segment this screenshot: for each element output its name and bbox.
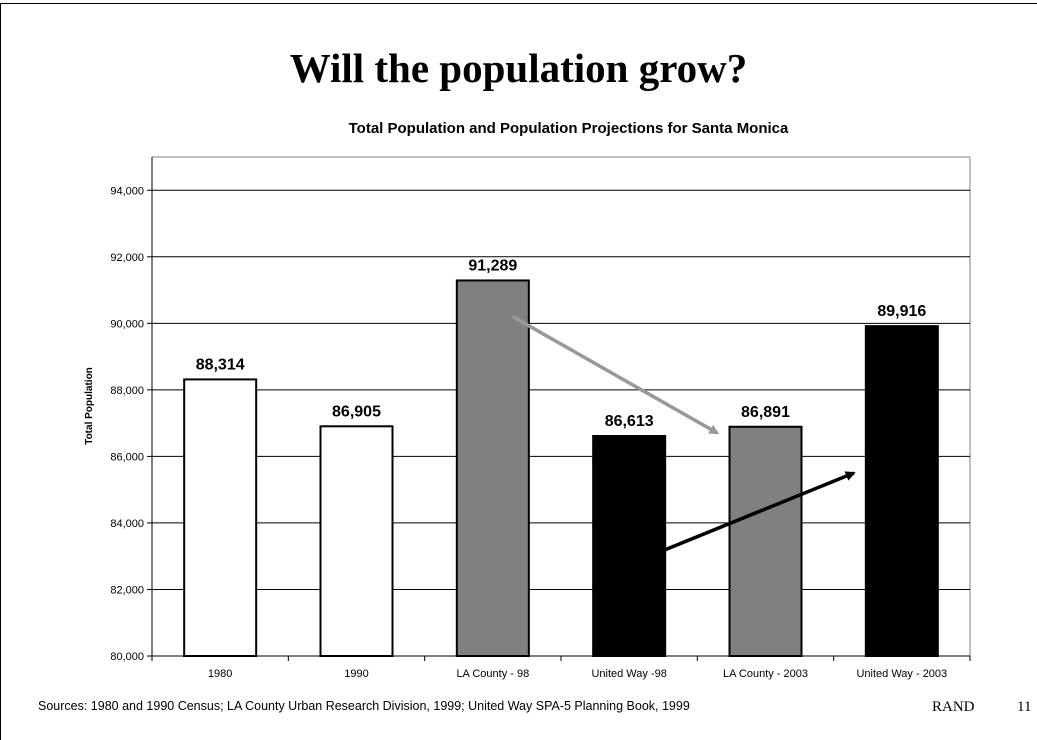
page-number: 11 <box>1017 699 1032 715</box>
bar-1 <box>319 425 394 657</box>
trend-arrow-0 <box>511 315 720 435</box>
bar-2 <box>455 279 530 657</box>
chart-title: Total Population and Population Projecti… <box>348 120 789 137</box>
x-tick-label: United Way -98 <box>591 668 666 680</box>
y-tick-label: 86,000 <box>110 451 144 463</box>
y-tick-label: 90,000 <box>110 318 144 330</box>
trend-arrow-1 <box>648 471 856 558</box>
bar-4 <box>728 425 803 657</box>
data-label: 86,891 <box>741 404 790 421</box>
data-label: 91,289 <box>468 257 517 274</box>
data-label: 89,916 <box>877 303 926 320</box>
slide-title: Will the population grow? <box>289 45 748 91</box>
data-label: 86,613 <box>605 413 654 430</box>
sources-note: Sources: 1980 and 1990 Census; LA County… <box>38 699 690 713</box>
x-tick-label: 1980 <box>208 668 232 680</box>
x-tick-label: LA County - 2003 <box>723 668 808 680</box>
bar-5 <box>864 325 939 657</box>
bar-3 <box>592 435 667 657</box>
y-tick-label: 92,000 <box>110 252 144 264</box>
slide-border-top <box>0 3 1037 4</box>
org-label: RAND <box>932 699 975 715</box>
data-label: 88,314 <box>196 356 245 373</box>
bar-0 <box>183 378 258 657</box>
y-tick-label: 94,000 <box>110 185 144 197</box>
data-label: 86,905 <box>332 403 381 420</box>
y-tick-label: 80,000 <box>110 651 144 663</box>
x-tick-label: United Way - 2003 <box>856 668 947 680</box>
slide-border-left <box>0 3 1 740</box>
y-axis-label: Total Population <box>84 367 95 445</box>
x-tick-label: 1990 <box>344 668 368 680</box>
y-tick-label: 82,000 <box>110 584 144 596</box>
y-tick-label: 84,000 <box>110 518 144 530</box>
y-tick-label: 88,000 <box>110 385 144 397</box>
x-tick-label: LA County - 98 <box>456 668 529 680</box>
